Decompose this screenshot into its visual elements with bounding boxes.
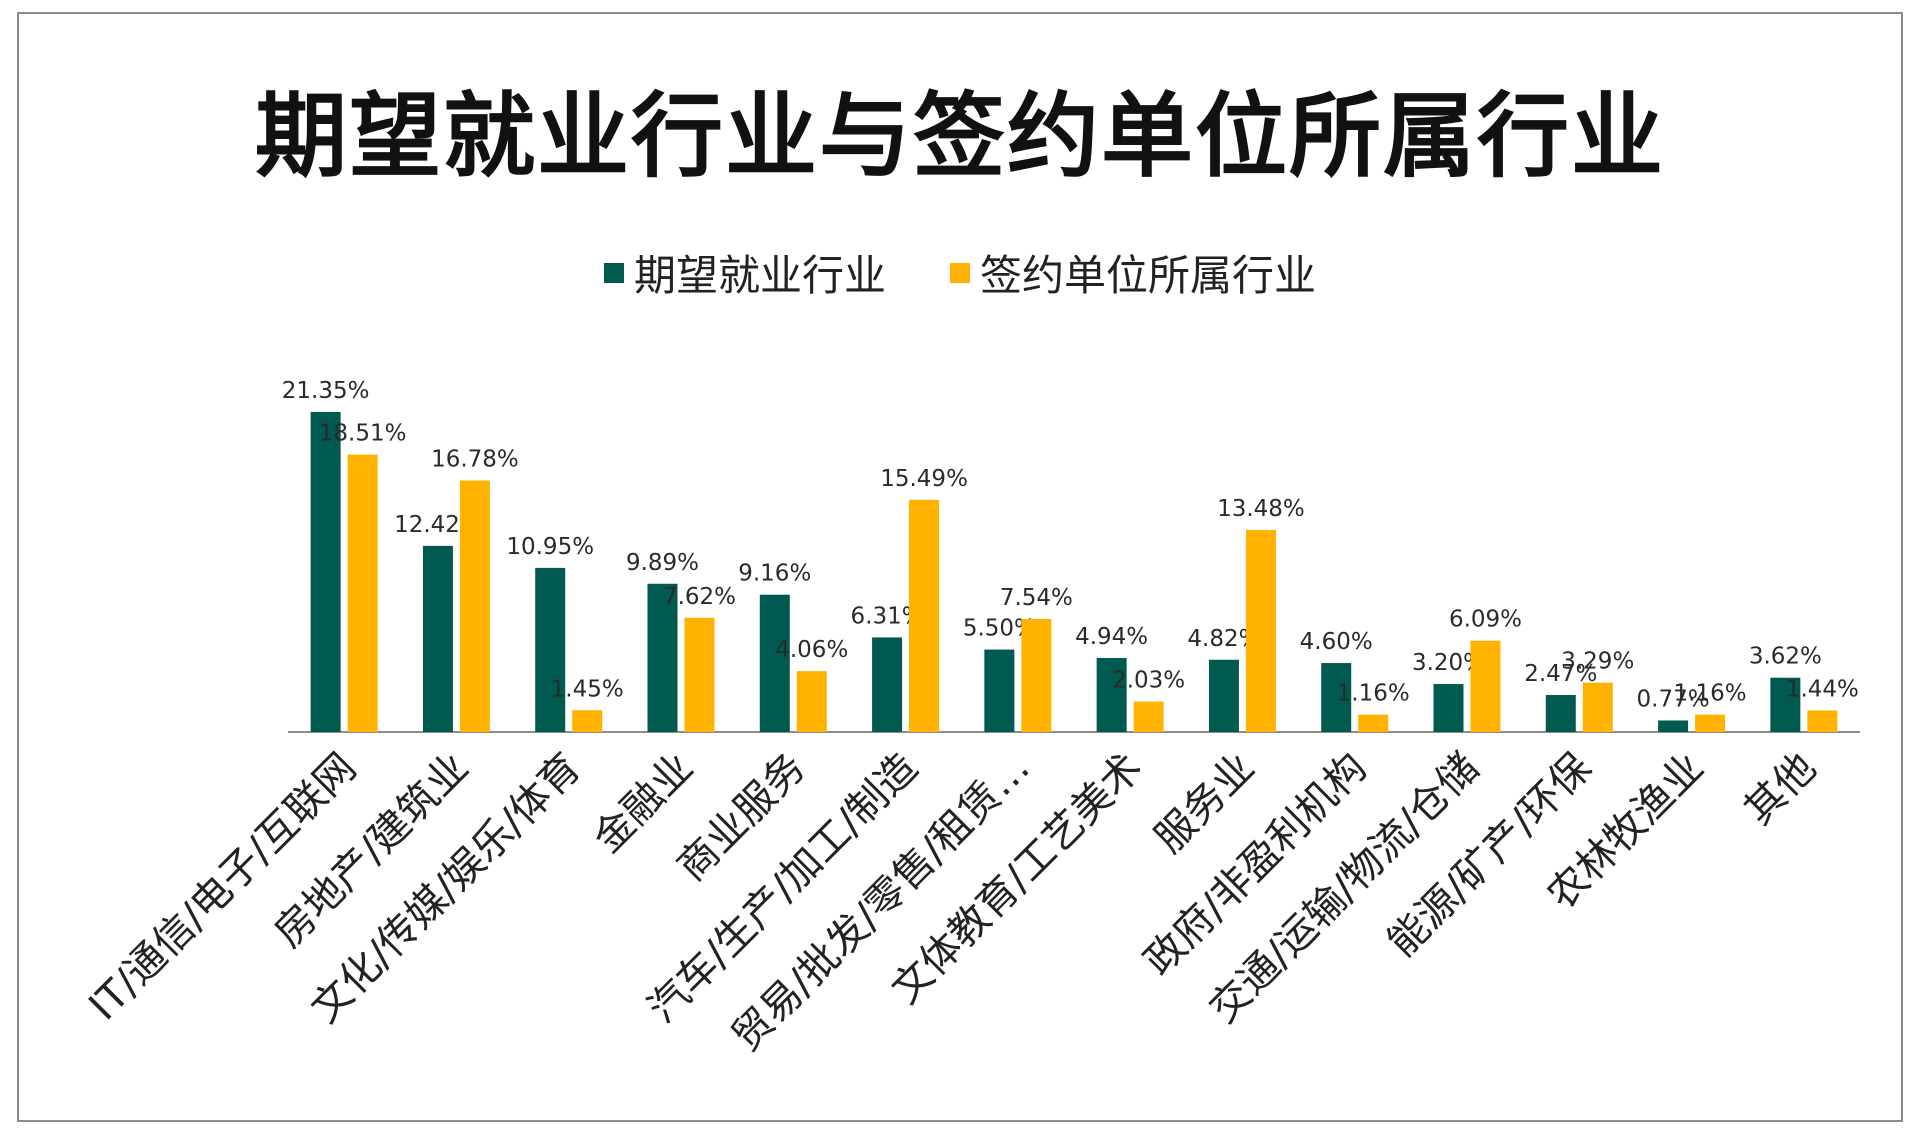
- bar-signed-9: [1358, 714, 1389, 732]
- bar-signed-0: [347, 454, 378, 732]
- data-label-signed-5: 15.49%: [880, 466, 968, 492]
- bar-expected-0: [310, 412, 341, 732]
- bar-expected-10: [1433, 684, 1464, 732]
- chart-title: 期望就业行业与签约单位所属行业: [254, 83, 1665, 190]
- data-label-signed-7: 2.03%: [1112, 668, 1185, 694]
- legend-swatch-signed: [950, 262, 970, 283]
- data-label-signed-11: 3.29%: [1561, 649, 1634, 675]
- bar-signed-6: [1021, 618, 1052, 732]
- data-label-signed-6: 7.54%: [1000, 585, 1073, 611]
- legend-item-expected: 期望就业行业: [603, 242, 886, 303]
- data-label-signed-3: 7.62%: [663, 584, 736, 610]
- bar-signed-7: [1133, 701, 1164, 732]
- data-label-signed-10: 6.09%: [1449, 607, 1522, 633]
- legend-item-signed: 签约单位所属行业: [950, 242, 1316, 303]
- bar-signed-8: [1245, 529, 1276, 732]
- data-label-signed-0: 18.51%: [319, 421, 407, 447]
- data-label-expected-2: 10.95%: [506, 534, 594, 560]
- bar-signed-5: [909, 499, 940, 732]
- category-label-13: 其他: [1736, 745, 1825, 834]
- data-label-signed-2: 1.45%: [551, 676, 624, 702]
- bar-expected-11: [1545, 694, 1576, 732]
- data-label-expected-4: 9.16%: [738, 561, 811, 587]
- data-label-expected-0: 21.35%: [282, 378, 370, 404]
- bar-signed-12: [1695, 714, 1726, 732]
- legend-label-expected: 期望就业行业: [633, 251, 886, 300]
- bar-expected-12: [1658, 720, 1689, 732]
- data-label-signed-1: 16.78%: [431, 446, 519, 472]
- data-label-expected-12: 0.77%: [1637, 686, 1710, 712]
- bar-expected-5: [872, 637, 903, 732]
- bar-expected-3: [647, 583, 678, 732]
- bar-signed-3: [684, 617, 715, 732]
- bar-expected-4: [759, 594, 790, 732]
- legend-label-signed: 签约单位所属行业: [980, 251, 1317, 300]
- data-label-signed-8: 13.48%: [1217, 496, 1305, 522]
- legend-swatch-expected: [603, 262, 624, 283]
- bar-expected-9: [1321, 663, 1352, 732]
- data-label-signed-13: 1.44%: [1786, 676, 1859, 702]
- data-label-expected-13: 3.62%: [1749, 644, 1822, 670]
- bar-signed-4: [796, 671, 827, 732]
- data-label-expected-7: 4.94%: [1075, 624, 1148, 650]
- data-label-signed-9: 1.16%: [1337, 681, 1410, 707]
- bar-expected-6: [984, 649, 1015, 732]
- bar-expected-2: [535, 567, 566, 732]
- bar-expected-7: [1096, 657, 1127, 732]
- bar-signed-1: [459, 480, 490, 732]
- data-label-signed-4: 4.06%: [775, 637, 848, 663]
- category-label-1: 房地产/建筑业: [266, 745, 478, 957]
- bar-expected-1: [422, 545, 453, 732]
- data-label-signed-12: 1.16%: [1674, 681, 1747, 707]
- bar-signed-2: [572, 710, 603, 732]
- bar-expected-8: [1208, 659, 1239, 732]
- data-label-expected-11: 2.47%: [1524, 661, 1597, 687]
- chart-legend: 期望就业行业 签约单位所属行业: [0, 242, 1920, 303]
- category-label-11: 能源/矿产/环保: [1379, 745, 1600, 966]
- bar-signed-13: [1807, 710, 1838, 732]
- data-label-expected-3: 9.89%: [626, 550, 699, 576]
- bar-signed-11: [1582, 682, 1613, 732]
- data-label-expected-9: 4.60%: [1300, 629, 1373, 655]
- bar-signed-10: [1470, 640, 1501, 732]
- bar-expected-13: [1770, 677, 1801, 732]
